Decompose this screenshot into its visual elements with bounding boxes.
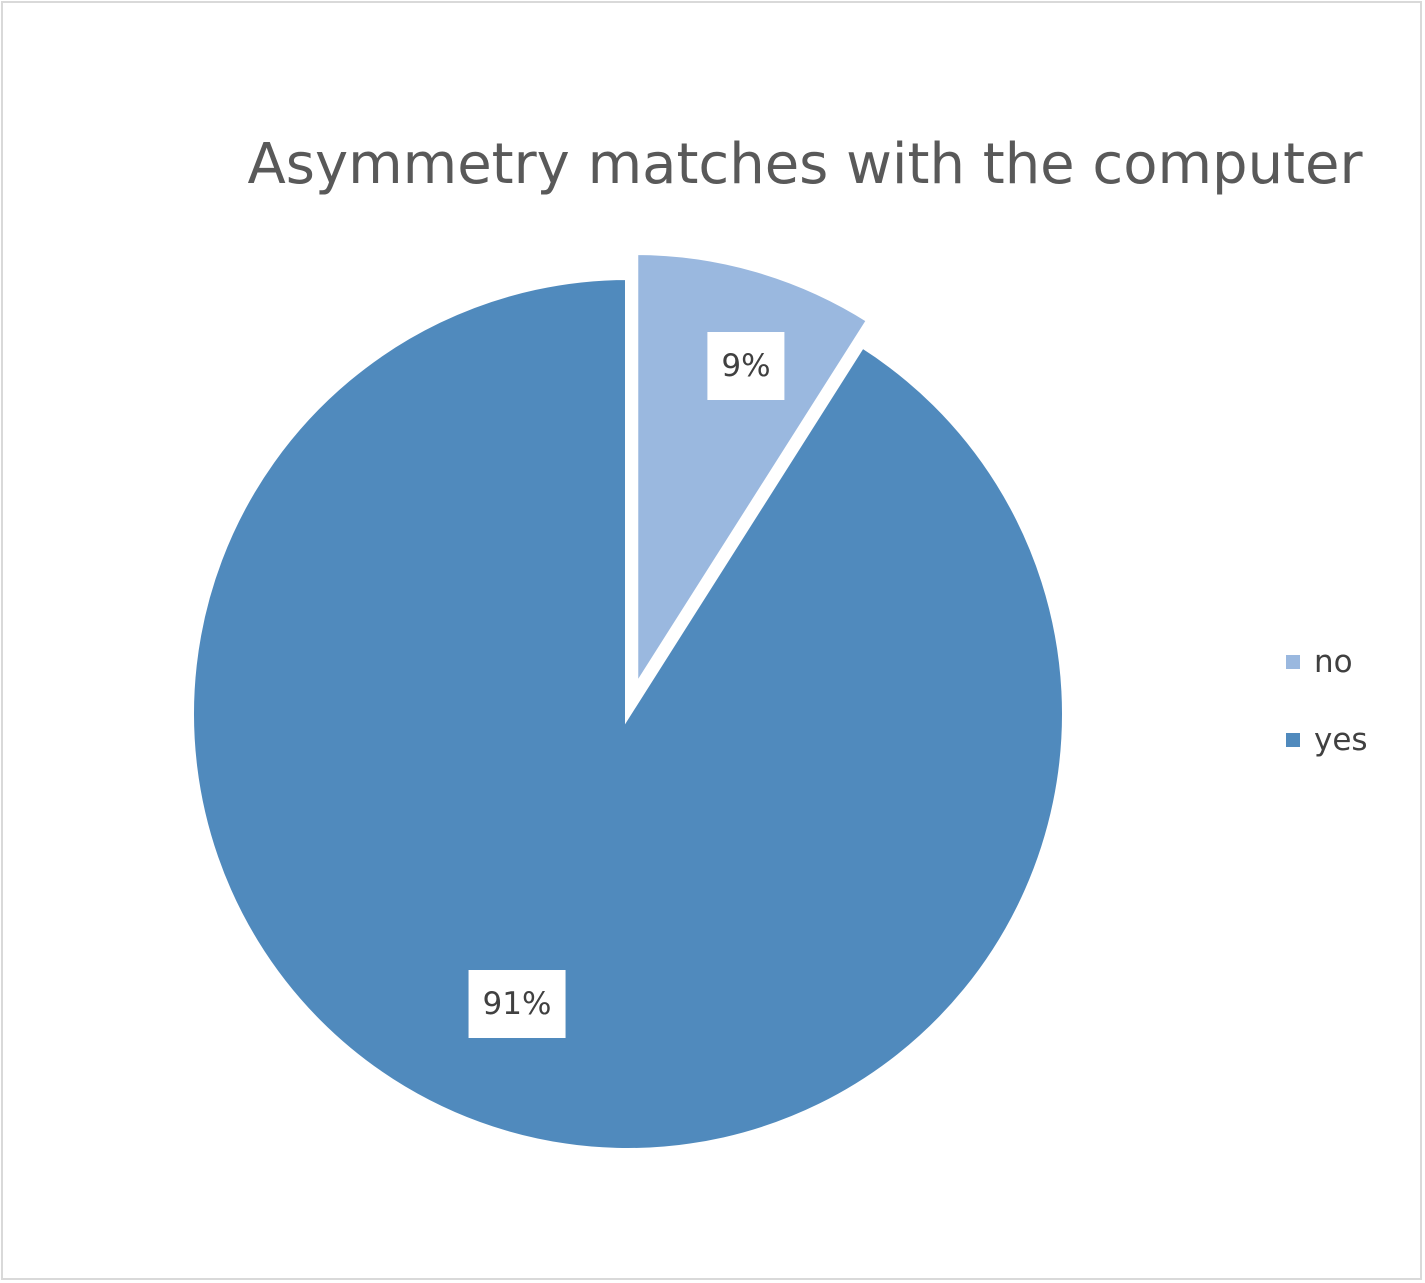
legend-swatch-no: [1286, 655, 1300, 669]
legend-item-no: no: [1286, 636, 1396, 688]
data-label-yes: 91%: [468, 970, 566, 1038]
pie-slice-no: [632, 249, 874, 700]
legend-label-yes: yes: [1314, 722, 1368, 758]
chart-legend: no yes: [1286, 636, 1396, 792]
data-label-no: 9%: [707, 332, 785, 400]
legend-label-no: no: [1314, 644, 1353, 680]
pie-slice-yes: [188, 273, 1068, 1154]
chart-title: Asymmetry matches with the computer: [247, 132, 1363, 197]
legend-swatch-yes: [1286, 733, 1300, 747]
legend-item-yes: yes: [1286, 714, 1396, 766]
